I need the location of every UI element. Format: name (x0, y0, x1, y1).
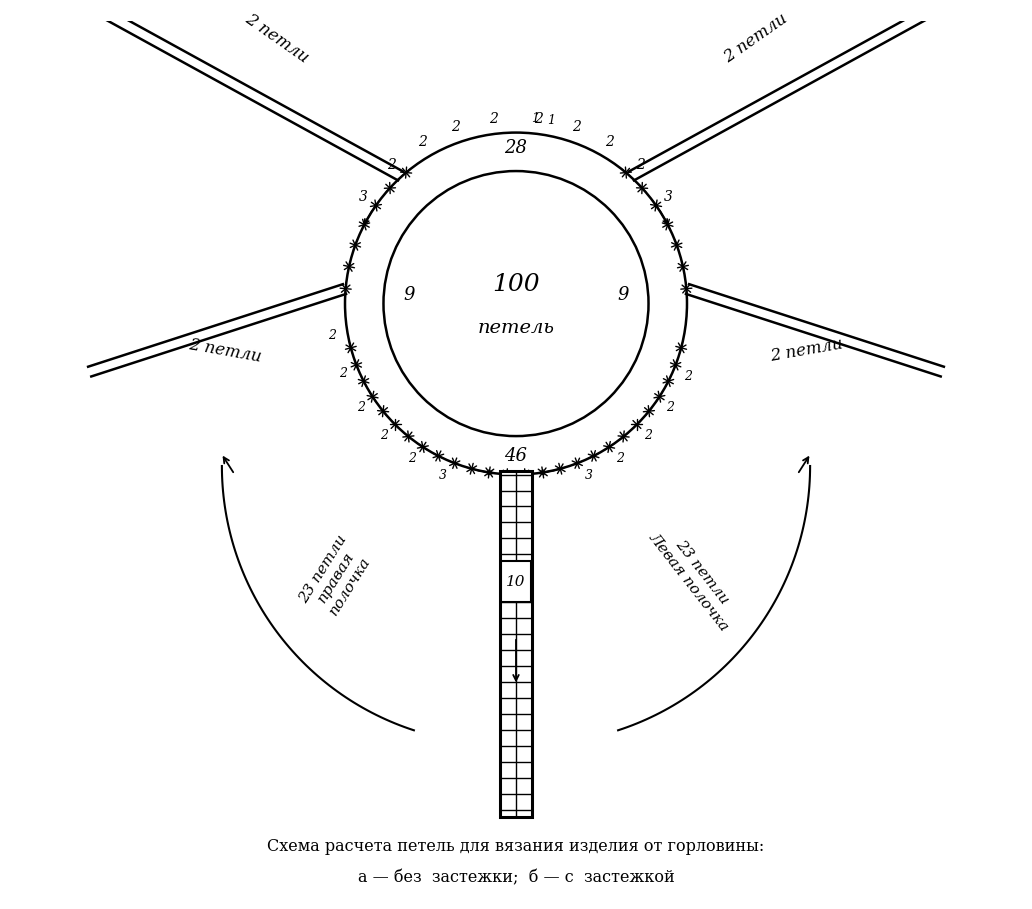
Text: 23 петли
Левая полочка: 23 петли Левая полочка (647, 521, 744, 634)
Bar (499, 471, 533, 816)
Text: 9: 9 (404, 286, 415, 304)
Text: 2: 2 (380, 429, 388, 442)
Text: 28: 28 (505, 139, 527, 157)
Text: 2: 2 (683, 370, 691, 383)
Text: 2: 2 (328, 329, 336, 343)
Text: 2 петли: 2 петли (769, 335, 844, 365)
Text: 2: 2 (605, 135, 614, 149)
Text: 1: 1 (548, 115, 555, 127)
Text: 3: 3 (665, 190, 673, 204)
Text: 2 петли: 2 петли (720, 10, 791, 66)
Text: 2: 2 (616, 452, 624, 464)
Text: 10: 10 (507, 574, 525, 589)
Text: 2: 2 (667, 401, 675, 415)
Text: 46: 46 (505, 446, 527, 464)
Text: 3: 3 (440, 469, 447, 482)
Text: 2: 2 (572, 120, 581, 135)
Bar (502, 561, 530, 602)
Text: 2: 2 (418, 135, 427, 149)
Text: 2: 2 (357, 401, 365, 415)
Text: 2: 2 (387, 158, 395, 172)
Text: 2: 2 (340, 367, 347, 380)
Text: 2 петли: 2 петли (241, 10, 312, 66)
Text: 9: 9 (617, 286, 628, 304)
Text: 2: 2 (637, 158, 645, 172)
Text: 2: 2 (489, 112, 497, 125)
Text: а — без  застежки;  б — с  застежкой: а — без застежки; б — с застежкой (358, 870, 674, 886)
Text: петель: петель (478, 318, 554, 336)
Text: 3: 3 (359, 190, 367, 204)
Text: 1: 1 (531, 112, 540, 125)
Text: 23 петли
правая
полочка: 23 петли правая полочка (296, 532, 377, 623)
Text: 2 петли: 2 петли (188, 335, 263, 365)
Text: 2: 2 (644, 429, 652, 442)
Text: 100: 100 (492, 274, 540, 296)
Text: 2: 2 (451, 120, 460, 135)
Text: 2: 2 (408, 452, 416, 464)
Text: 3: 3 (585, 469, 592, 482)
Text: 2: 2 (535, 112, 543, 125)
Text: Схема расчета петель для вязания изделия от горловины:: Схема расчета петель для вязания изделия… (267, 838, 765, 855)
